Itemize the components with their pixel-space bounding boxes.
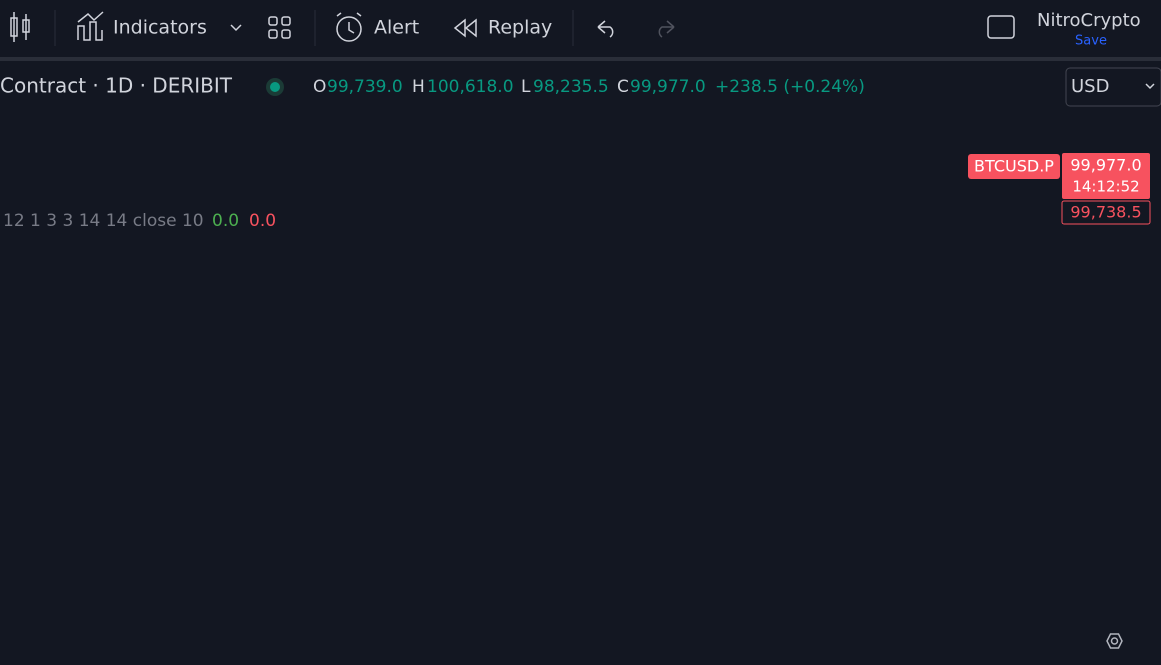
layout-icon[interactable] <box>268 16 291 39</box>
indicators-icon[interactable] <box>77 11 104 41</box>
dropdown-icon[interactable] <box>1145 83 1155 90</box>
candle-icon[interactable] <box>10 12 30 42</box>
indicator-value: 0.0 <box>212 211 239 231</box>
toolbar-divider <box>0 57 1161 61</box>
ohlc-label: O <box>313 77 326 97</box>
save-link[interactable]: Save <box>1075 34 1107 49</box>
last-price-tag <box>1062 153 1150 199</box>
symbol-tag-text: BTCUSD.P <box>974 157 1054 176</box>
alert-icon[interactable] <box>336 12 362 42</box>
currency-select[interactable] <box>1065 67 1161 107</box>
redo-icon[interactable] <box>658 20 675 38</box>
layout-name[interactable]: NitroCrypto <box>1037 10 1141 31</box>
replay-icon[interactable] <box>453 18 477 38</box>
last-price: 99,977.0 <box>1070 156 1141 175</box>
symbol-title: Contract · 1D · DERIBIT <box>0 74 233 98</box>
ohlc-value: 100,618.0 <box>427 77 514 97</box>
ohlc-value: 99,739.0 <box>327 77 403 97</box>
indicator-value: 0.0 <box>249 211 276 231</box>
toolbar <box>0 0 1161 57</box>
ohlc-change: +238.5 (+0.24%) <box>715 77 865 97</box>
currency-label[interactable]: USD <box>1071 76 1109 97</box>
indicators-button[interactable]: Indicators <box>113 17 207 39</box>
ohlc-label: C <box>617 77 629 97</box>
countdown: 14:12:52 <box>1072 178 1139 196</box>
settings-icon[interactable] <box>1106 633 1123 649</box>
price-tag <box>1061 200 1151 225</box>
status-dot <box>270 82 280 92</box>
indicator-params: 12 1 3 3 14 14 close 10 <box>3 211 204 231</box>
ohlc-value: 98,235.5 <box>533 77 609 97</box>
ohlc-label: H <box>412 77 425 97</box>
dropdown-icon[interactable] <box>230 24 242 32</box>
symbol-tag <box>968 154 1060 179</box>
undo-icon[interactable] <box>597 20 614 38</box>
ohlc-label: L <box>521 77 531 97</box>
layout-box-icon[interactable] <box>987 15 1015 39</box>
price-tag-text: 99,738.5 <box>1070 203 1141 222</box>
replay-button[interactable]: Replay <box>488 17 552 39</box>
ohlc-value: 99,977.0 <box>630 77 706 97</box>
alert-button[interactable]: Alert <box>374 17 419 39</box>
